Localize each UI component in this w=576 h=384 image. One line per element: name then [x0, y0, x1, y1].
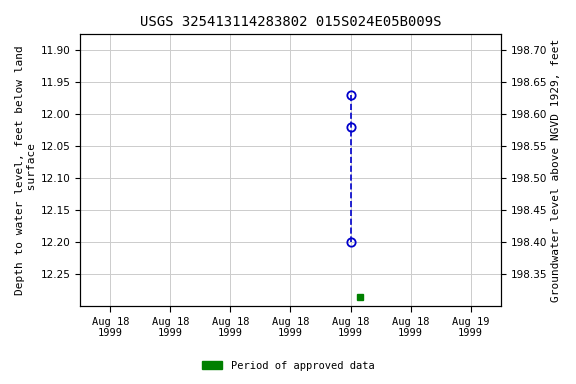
Title: USGS 325413114283802 015S024E05B009S: USGS 325413114283802 015S024E05B009S: [140, 15, 441, 29]
Y-axis label: Groundwater level above NGVD 1929, feet: Groundwater level above NGVD 1929, feet: [551, 39, 561, 302]
Y-axis label: Depth to water level, feet below land
 surface: Depth to water level, feet below land su…: [15, 45, 37, 295]
Legend: Period of approved data: Period of approved data: [198, 357, 378, 375]
